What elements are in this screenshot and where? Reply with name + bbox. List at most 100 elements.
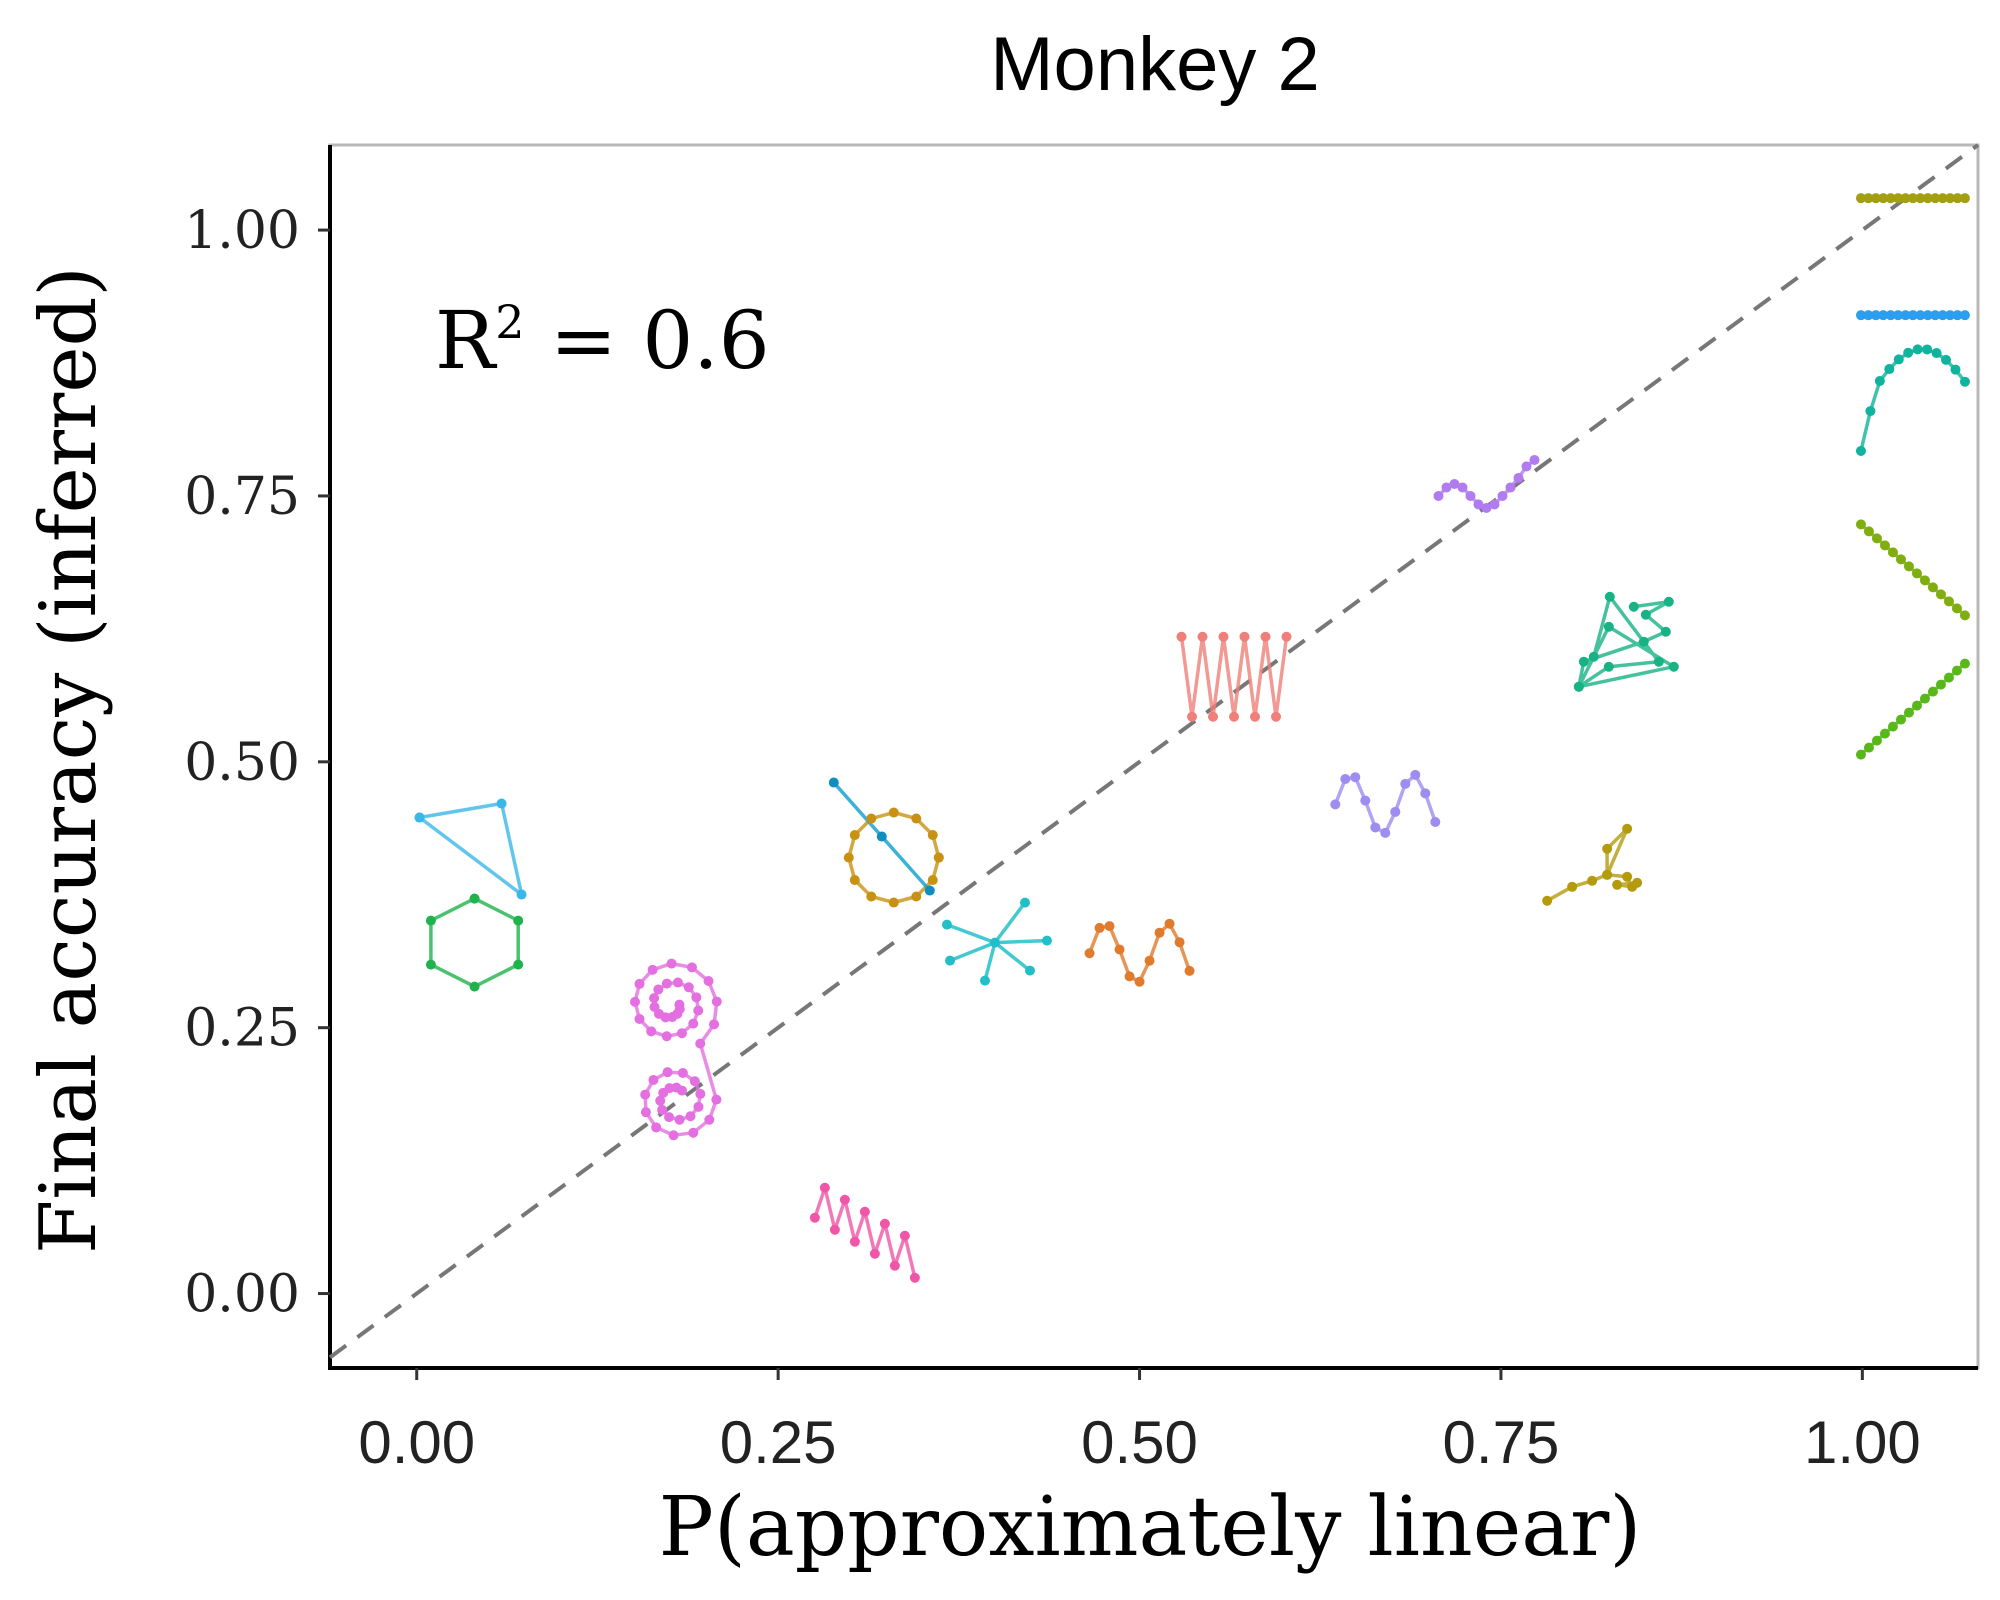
glyph-point	[1959, 658, 1970, 669]
glyph-point	[677, 1067, 688, 1078]
y-tick-label: 0.25	[184, 999, 300, 1059]
glyph-point	[1927, 686, 1938, 697]
glyph-point	[1505, 482, 1516, 493]
glyph-point	[927, 875, 938, 886]
glyph-point	[1878, 193, 1889, 204]
glyph-point	[879, 1218, 890, 1229]
glyph-point	[911, 891, 922, 902]
glyph-point	[849, 1236, 860, 1247]
glyph-point	[1430, 816, 1441, 827]
glyph-point	[1457, 482, 1468, 493]
glyph-point	[662, 1067, 673, 1078]
glyph-point	[1390, 806, 1401, 817]
glyph-point	[653, 984, 664, 995]
glyph-point	[1871, 533, 1882, 544]
glyph-point	[1208, 711, 1219, 722]
glyph-point	[1653, 656, 1664, 667]
glyph-point	[1907, 310, 1918, 321]
r-squared-symbol: R	[435, 294, 498, 387]
glyph-stroke	[993, 901, 1027, 944]
glyph-point	[693, 1101, 704, 1112]
glyph-stroke	[983, 942, 997, 982]
glyph-point	[899, 1230, 910, 1241]
glyph-point	[1943, 596, 1954, 607]
glyph-point	[1927, 582, 1938, 593]
glyph-point	[1945, 310, 1956, 321]
glyph-point	[1420, 788, 1431, 799]
glyph-point	[1184, 965, 1195, 976]
glyph-point	[1668, 661, 1679, 672]
glyph-point	[927, 830, 938, 841]
r-squared-annotation: R2 = 0.6	[435, 294, 770, 387]
glyph-point	[1879, 728, 1890, 739]
glyph-point	[1638, 636, 1649, 647]
glyph-point	[1604, 591, 1615, 602]
glyph-point	[1911, 700, 1922, 711]
glyph-point	[944, 955, 955, 966]
glyph-point	[1863, 742, 1874, 753]
glyph-point	[647, 964, 658, 975]
glyph-point	[1935, 589, 1946, 600]
glyph-point	[672, 977, 683, 988]
glyph-point	[666, 958, 677, 969]
glyph-point	[1919, 693, 1930, 704]
glyph-point	[1855, 310, 1866, 321]
glyph-point	[1945, 193, 1956, 204]
glyph-point	[1380, 827, 1391, 838]
glyph-point	[640, 1089, 651, 1100]
glyph-stroke	[1859, 347, 1967, 452]
glyph-point	[1863, 193, 1874, 204]
glyph-point	[1481, 502, 1492, 513]
glyph-point	[685, 1111, 696, 1122]
glyph-point	[839, 1194, 850, 1205]
glyph-point	[1632, 877, 1643, 888]
glyph-stroke	[1179, 634, 1289, 719]
glyph-point	[1931, 348, 1942, 359]
glyph-point	[888, 897, 899, 908]
glyph-point	[1104, 921, 1115, 932]
glyph-point	[1871, 735, 1882, 746]
glyph-point	[1935, 679, 1946, 690]
glyph-point	[1628, 601, 1639, 612]
glyph-point	[869, 1248, 880, 1259]
glyph-point	[686, 962, 697, 973]
glyph-point	[1360, 795, 1371, 806]
glyph-point	[1340, 774, 1351, 785]
glyph-stroke	[429, 897, 520, 989]
scatter-glyph-arc	[1855, 344, 1970, 456]
glyph-point	[1529, 454, 1540, 465]
glyph-point	[1915, 193, 1926, 204]
x-tick-label: 0.00	[358, 1409, 475, 1476]
glyph-point	[1603, 621, 1614, 632]
glyph-point	[676, 1085, 687, 1096]
glyph-point	[1622, 823, 1633, 834]
glyph-point	[1660, 626, 1671, 637]
glyph-point	[1176, 631, 1187, 642]
glyph-point	[1865, 406, 1876, 417]
x-tick-label: 0.25	[720, 1409, 837, 1476]
glyph-point	[1134, 976, 1145, 987]
glyph-point	[1588, 651, 1599, 662]
glyph-point	[688, 1018, 699, 1029]
glyph-point	[1885, 310, 1896, 321]
glyph-point	[1094, 922, 1105, 933]
glyph-point	[859, 1206, 870, 1217]
glyph-point	[664, 1112, 675, 1123]
glyph-point	[1019, 897, 1030, 908]
scatter-glyph-branch	[1542, 823, 1643, 906]
glyph-point	[1863, 526, 1874, 537]
x-tick-label: 1.00	[1804, 1409, 1921, 1476]
glyph-point	[1855, 749, 1866, 760]
glyph-point	[1930, 310, 1941, 321]
glyph-point	[1587, 875, 1598, 886]
glyph-point	[661, 1031, 672, 1042]
glyph-point	[649, 993, 660, 1004]
glyph-point	[1951, 603, 1962, 614]
glyph-point	[1941, 354, 1952, 365]
glyph-point	[469, 981, 480, 992]
glyph-stroke	[994, 938, 1048, 945]
glyph-point	[1911, 568, 1922, 579]
glyph-point	[1024, 965, 1035, 976]
glyph-point	[911, 813, 922, 824]
identity-line	[328, 143, 1980, 1359]
